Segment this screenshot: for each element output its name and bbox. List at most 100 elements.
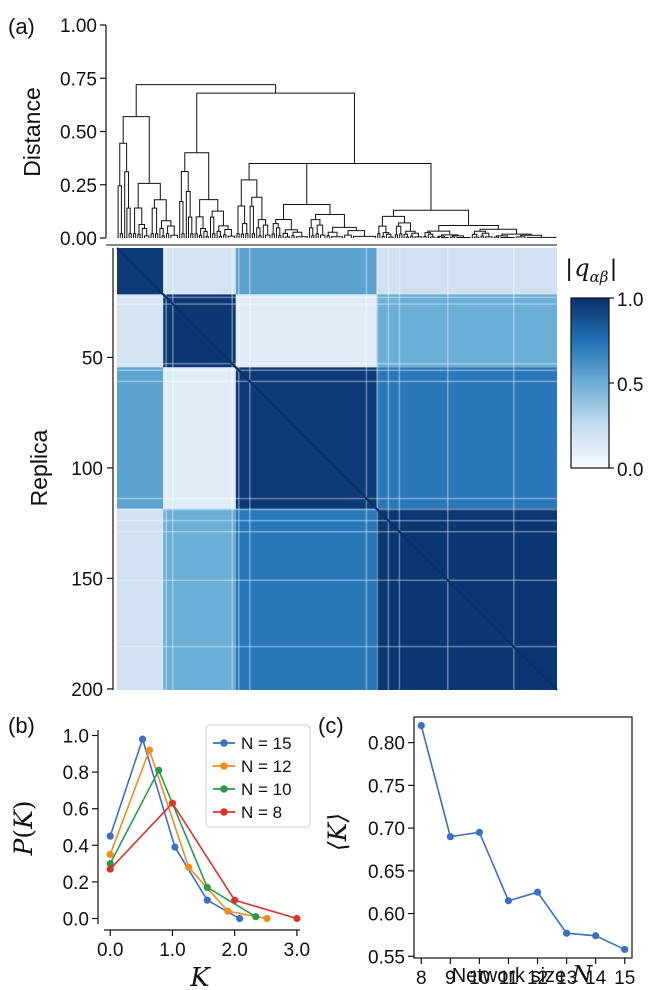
dendrogram-link [332, 226, 357, 233]
xtick-label: 8 [416, 968, 427, 989]
data-point [263, 914, 271, 923]
heatmap-ytick-label: 150 [71, 569, 103, 590]
xtick-label: 13 [556, 968, 577, 989]
legend-label: N = 8 [241, 803, 282, 822]
heatmap-block-C-D [376, 367, 557, 509]
dendrogram-leaf-link [271, 233, 275, 238]
dendrogram-leaf-link [480, 235, 484, 238]
heatmap-block-B-D [376, 294, 557, 368]
dendrogram-ytick-label: 0.00 [60, 229, 97, 250]
heatmap-stripe-row [117, 508, 557, 511]
heatmap-stripe-col [172, 248, 174, 690]
dendrogram-leaf-link [331, 236, 343, 238]
xtick-label: 12 [527, 968, 548, 989]
heatmap-stripe-col [513, 248, 515, 690]
dendrogram-link [381, 215, 406, 227]
heatmap-block-A-B [163, 248, 236, 295]
dendrogram-leaf-link [150, 233, 154, 238]
colorbar-tick-mid: 0.5 [617, 375, 643, 396]
dendrogram-link [180, 171, 189, 202]
dendrogram-link-cd [277, 162, 432, 211]
xtick-label: 11 [499, 968, 519, 989]
data-point [106, 832, 114, 840]
dendrogram-link [195, 216, 204, 234]
xtick-label: 1.0 [159, 940, 185, 961]
data-point [231, 896, 239, 904]
dendrogram-leaf-link [394, 234, 398, 238]
panel-b-plot: 0.00.20.40.60.81.00.0 1.0 2.0 3.0N = 15N = … [63, 724, 311, 961]
data-point [145, 746, 154, 754]
dendrogram: 0.00 0.25 0.50 0.75 1.00 [60, 16, 557, 250]
dendrogram-link [405, 230, 416, 235]
dendrogram-link [218, 225, 229, 232]
panel-label-c: (c) [318, 713, 344, 738]
dendrogram-leaf-link [388, 236, 394, 238]
legend: N = 15 N = 12 N = 10 N = 8 [205, 724, 311, 828]
dendrogram-link-bcd [196, 92, 355, 164]
dendrogram-link [479, 228, 518, 235]
ytick-label: 0.6 [63, 800, 89, 821]
dendrogram-link [185, 190, 191, 238]
dendrogram-leaf-link [474, 236, 480, 238]
dendrogram-link [141, 228, 148, 238]
dendrogram-leaf-link [423, 236, 427, 238]
series-line-2 [109, 768, 257, 918]
legend-label: N = 10 [241, 780, 292, 799]
dendrogram-link [327, 231, 338, 237]
panel-b-ylabel: P(K) [9, 800, 38, 856]
data-point [252, 913, 260, 921]
heatmap-stripe-row [117, 519, 557, 522]
ytick-label: 0.2 [63, 873, 89, 894]
dendrogram-link [134, 207, 143, 234]
dendrogram-ytick-label: 0.75 [60, 69, 97, 90]
dendrogram-leaf-link [227, 235, 236, 238]
data-point [155, 766, 163, 774]
legend-marker [220, 785, 228, 793]
xtick-label: 15 [614, 968, 635, 989]
dendrogram-leaf-link [410, 235, 414, 238]
heatmap-stripe-row [117, 645, 557, 648]
heatmap-stripe-row [117, 530, 557, 533]
heatmap-ylabel: Replica [26, 429, 52, 506]
dendrogram-ylabel: Distance [19, 87, 45, 176]
xtick-label: 14 [585, 968, 607, 989]
panel-c-ylabel: ⟨K⟩ [323, 813, 352, 851]
dendrogram-link [188, 216, 193, 238]
dendrogram-link [117, 185, 122, 238]
dendrogram-link [315, 214, 345, 228]
dendrogram-leaf-link [291, 235, 295, 238]
dendrogram-leaf-link [137, 233, 141, 238]
dendrogram-leaf-link [449, 236, 456, 238]
dendrogram-leaf-link [212, 233, 216, 238]
dendrogram-leaf-link [133, 233, 137, 238]
dendrogram-link [249, 205, 254, 238]
data-point [106, 865, 114, 873]
dendrogram-leaf-link [344, 234, 352, 238]
heatmap-stripe-col [376, 248, 379, 690]
panel-c-xlabel: Network size N [452, 962, 593, 988]
dendrogram-leaf-link [166, 233, 170, 238]
data-point [417, 721, 425, 730]
dendrogram-leaf-link [526, 236, 557, 238]
xtick-label: 2.0 [221, 940, 247, 961]
dendrogram-link [310, 219, 321, 228]
dendrogram-link [199, 199, 219, 217]
heatmap-stripe-col [387, 248, 390, 690]
legend-box [205, 724, 311, 828]
legend-marker [220, 808, 228, 816]
dendrogram-link [276, 227, 281, 238]
heatmap-ytick-label: 200 [71, 680, 103, 701]
heatmap-stripe-row [117, 380, 557, 383]
plot-frame [413, 716, 633, 959]
dendrogram-leaf-link [265, 234, 271, 238]
dendrogram-leaf-link [295, 236, 308, 238]
dendrogram-leaf-link [199, 234, 203, 238]
ytick-label: 1.0 [63, 726, 89, 747]
dendrogram-link [427, 230, 451, 235]
dendrogram-link [126, 207, 131, 238]
heatmap-block-B-C [235, 294, 377, 368]
dendrogram-link [137, 182, 161, 208]
data-point [563, 929, 571, 937]
dendrogram-link [474, 230, 486, 235]
dendrogram-leaf-link [161, 235, 165, 238]
